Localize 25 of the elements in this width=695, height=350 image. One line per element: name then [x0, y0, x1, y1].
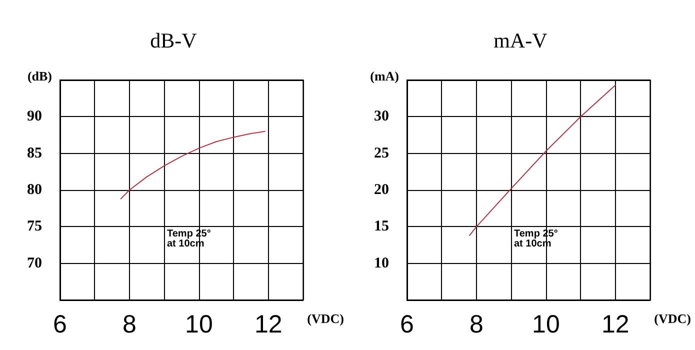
x-tick-label: 6 [53, 310, 67, 338]
y-tick-label: 30 [374, 108, 389, 125]
y-tick-label: 75 [27, 218, 42, 235]
y-axis-title: (mA) [370, 68, 399, 84]
y-tick-label: 80 [27, 182, 42, 198]
x-tick-label: 8 [122, 310, 136, 338]
x-tick-label: 10 [532, 310, 560, 338]
y-tick-label: 15 [374, 218, 389, 235]
chart-title: dB-V [150, 28, 197, 52]
x-tick-label: 12 [254, 310, 282, 338]
chart-title: mA-V [494, 28, 548, 52]
y-tick-label: 20 [374, 182, 389, 198]
line-series [120, 130, 266, 200]
y-tick-label: 85 [27, 145, 42, 162]
y-tick-label: 10 [374, 255, 389, 272]
y-tick-label: 90 [27, 108, 42, 125]
y-tick-label: 70 [27, 255, 42, 272]
x-axis-title: (VDC) [307, 311, 344, 326]
y-tick-label: 25 [374, 145, 389, 162]
x-axis-title: (VDC) [654, 311, 692, 326]
x-tick-label: 8 [470, 310, 484, 338]
x-tick-label: 6 [400, 310, 414, 338]
y-axis-title: (dB) [27, 68, 52, 84]
x-tick-label: 10 [185, 310, 213, 338]
x-tick-label: 12 [602, 310, 630, 338]
